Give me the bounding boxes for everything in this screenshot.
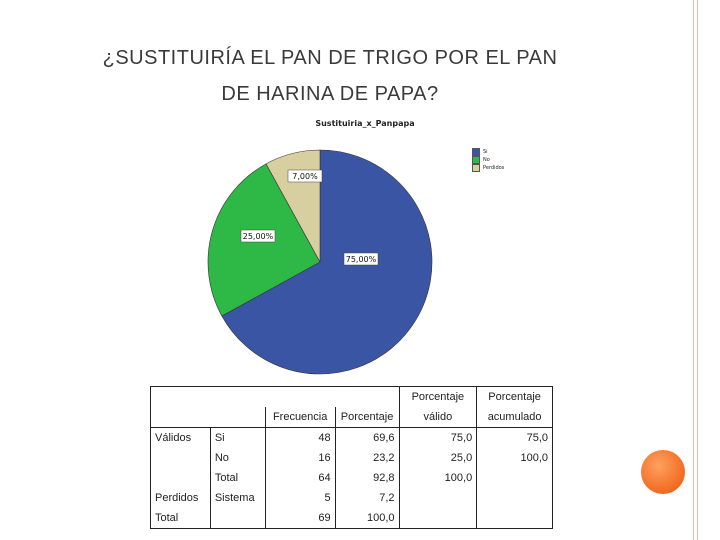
table-cell: 64 bbox=[264, 468, 336, 488]
table-cell: Total bbox=[209, 468, 266, 488]
table-cell: 75,0 bbox=[476, 427, 553, 448]
table-row: Total 64 92,8 100,0 bbox=[151, 468, 553, 488]
table-cell: 69 bbox=[264, 508, 336, 529]
frequency-table: Porcentaje Porcentaje Frecuencia Porcent… bbox=[150, 386, 553, 529]
table-cell bbox=[398, 488, 477, 508]
legend-item-perdidos: Perdidos bbox=[472, 164, 504, 172]
table-cell bbox=[151, 468, 211, 488]
svg-text:75,00%: 75,00% bbox=[346, 255, 377, 264]
table-cell: Perdidos bbox=[155, 492, 199, 504]
legend-swatch-perdidos bbox=[472, 164, 480, 172]
table-header-cell: Porcentaje bbox=[334, 407, 400, 428]
table-cell bbox=[398, 508, 477, 529]
legend-swatch-si bbox=[472, 148, 480, 156]
svg-text:7,00%: 7,00% bbox=[292, 172, 318, 181]
legend-swatch-no bbox=[472, 156, 480, 164]
table-header-cell: Porcentaje bbox=[398, 386, 477, 407]
orange-circle-decoration bbox=[641, 450, 685, 494]
table-cell: 48 bbox=[264, 427, 336, 448]
slide-title: ¿SUSTITUIRÍA EL PAN DE TRIGO POR EL PAN … bbox=[20, 40, 640, 112]
table-cell: No bbox=[209, 448, 266, 468]
table-header-cell: Frecuencia bbox=[264, 407, 336, 428]
table-cell: Sistema bbox=[209, 488, 266, 508]
table-header-cell bbox=[335, 387, 399, 408]
table-cell bbox=[476, 508, 553, 529]
chart-legend: Si No Perdidos bbox=[472, 148, 504, 172]
pie-slice-si bbox=[221, 149, 433, 375]
table-cell: 5 bbox=[264, 488, 336, 508]
table-header-cell bbox=[265, 387, 335, 408]
table-cell: 100,0 bbox=[334, 508, 400, 529]
table-cell: Válidos bbox=[155, 432, 192, 444]
slide-title-line-1: ¿SUSTITUIRÍA EL PAN DE TRIGO POR EL PAN bbox=[102, 47, 558, 69]
legend-item-no: No bbox=[472, 156, 504, 164]
slide-border-left bbox=[693, 0, 694, 540]
table-cell bbox=[151, 448, 211, 468]
table-row: Perdidos Sistema 5 7,2 bbox=[151, 488, 553, 508]
table-cell: 69,6 bbox=[334, 427, 400, 448]
table-header-row-bottom: Frecuencia Porcentaje válido acumulado bbox=[151, 407, 553, 428]
table-cell: 100,0 bbox=[398, 468, 477, 488]
table-header-cell: válido bbox=[398, 407, 477, 428]
svg-text:25,00%: 25,00% bbox=[243, 232, 274, 241]
legend-item-si: Si bbox=[472, 148, 504, 156]
table-cell: Si bbox=[209, 427, 266, 448]
table-row: Total 69 100,0 bbox=[151, 508, 553, 529]
slide-border-right bbox=[697, 0, 698, 540]
legend-label-si: Si bbox=[483, 149, 488, 155]
legend-label-perdidos: Perdidos bbox=[483, 165, 505, 171]
legend-label-no: No bbox=[483, 157, 490, 163]
table-row: No 16 23,2 25,0 100,0 bbox=[151, 448, 553, 468]
table-header-row-top: Porcentaje Porcentaje bbox=[150, 386, 553, 428]
table-header-cell: Porcentaje bbox=[476, 386, 553, 407]
table-cell bbox=[476, 488, 553, 508]
table-cell bbox=[476, 468, 553, 488]
table-cell: 100,0 bbox=[476, 448, 553, 468]
table-cell: 92,8 bbox=[334, 468, 400, 488]
pie-label-si: 75,00% bbox=[343, 252, 379, 266]
table-cell: 75,0 bbox=[398, 427, 477, 448]
table-cell: 16 bbox=[264, 448, 336, 468]
pie-label-no: 25,00% bbox=[240, 229, 276, 243]
table-header-corner bbox=[150, 386, 266, 428]
table-header-cell: acumulado bbox=[476, 407, 553, 428]
chart-title: Sustituiria_x_Panpapa bbox=[315, 119, 415, 128]
table-cell: Total bbox=[155, 512, 179, 524]
pie-label-perdidos: 7,00% bbox=[287, 169, 323, 183]
table-cell: 23,2 bbox=[334, 448, 400, 468]
table-row: Válidos Si 48 69,6 75,0 75,0 bbox=[151, 427, 553, 448]
table-cell: 25,0 bbox=[398, 448, 477, 468]
slide-title-line-2: DE HARINA DE PAPA? bbox=[221, 83, 439, 105]
table-cell: 7,2 bbox=[334, 488, 400, 508]
table-cell bbox=[209, 508, 266, 529]
